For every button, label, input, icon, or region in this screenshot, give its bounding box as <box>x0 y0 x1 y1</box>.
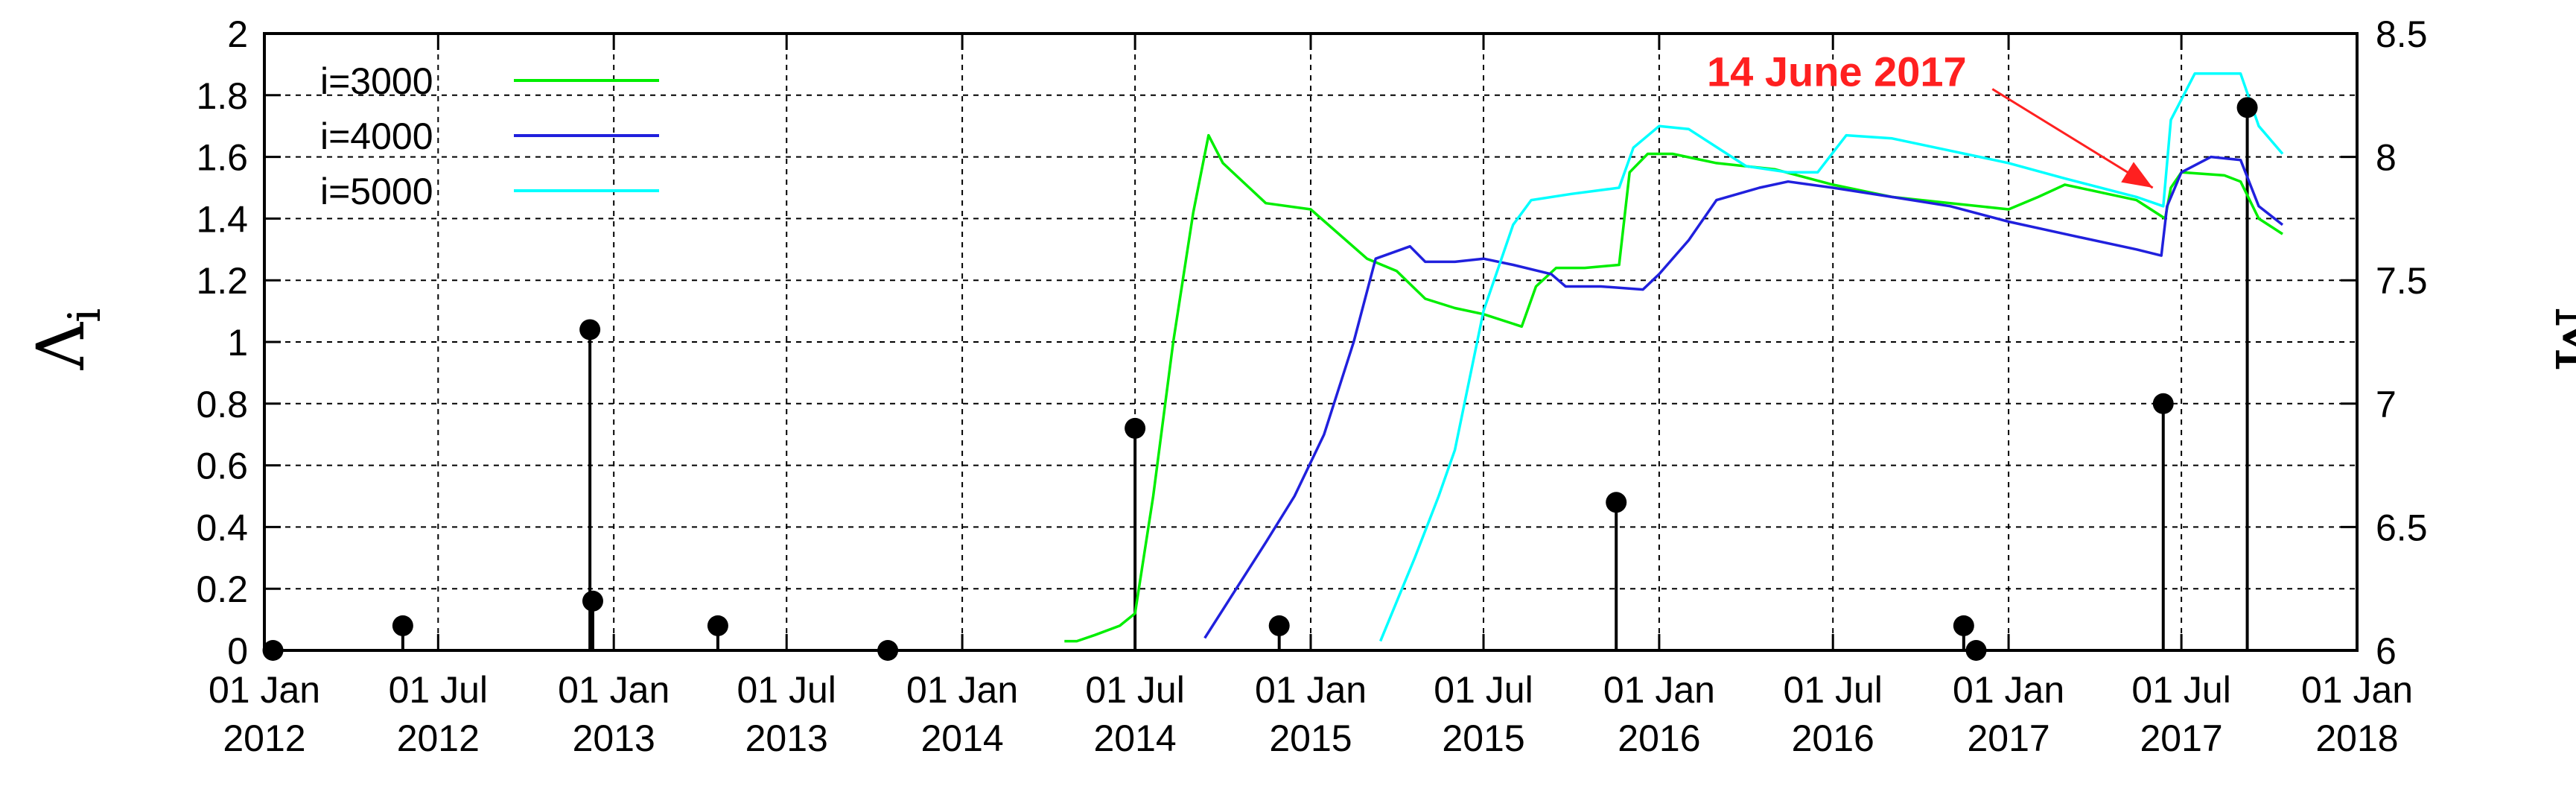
earthquake-marker <box>707 615 728 636</box>
x-tick-label-date: 01 Jul <box>1085 669 1184 711</box>
earthquake-marker <box>2152 393 2174 414</box>
legend-label: i=5000 <box>320 171 433 212</box>
earthquake-marker <box>392 615 413 636</box>
x-tick-label-year: 2016 <box>1792 717 1874 759</box>
x-tick-label-year: 2014 <box>1094 717 1177 759</box>
annotation-arrow-line <box>1991 88 2154 189</box>
x-tick-label-year: 2016 <box>1618 717 1700 759</box>
x-tick-label-date: 01 Jan <box>1255 669 1367 711</box>
x-tick-label-year: 2015 <box>1442 717 1524 759</box>
earthquake-marker <box>1953 615 1974 636</box>
series-lines <box>1064 72 2284 643</box>
series-line-i3000 <box>1064 133 2283 643</box>
earthquake-markers <box>262 97 2258 661</box>
left-tick-label: 2 <box>227 13 248 55</box>
left-tick-label: 0.8 <box>196 384 248 425</box>
left-tick-label: 1.4 <box>196 198 248 240</box>
x-tick-label-date: 01 Jul <box>737 669 836 711</box>
annotation: 14 June 2017 <box>1707 48 2154 189</box>
x-tick-label-year: 2018 <box>2315 717 2398 759</box>
earthquake-marker <box>1268 615 1290 636</box>
x-tick-label-year: 2014 <box>920 717 1003 759</box>
earthquake-marker <box>2236 97 2258 118</box>
x-tick-label-date: 01 Jan <box>2301 669 2413 711</box>
right-tick-label: 6.5 <box>2376 507 2428 548</box>
left-tick-labels: 0 0.2 0.4 0.6 0.8 1 1.2 1.4 1.6 1.8 2 <box>196 13 248 672</box>
legend-label: i=4000 <box>320 115 433 157</box>
left-tick-label: 0.2 <box>196 568 248 610</box>
x-tick-label-date: 01 Jan <box>1953 669 2064 711</box>
x-tick-label-date: 01 Jan <box>1603 669 1715 711</box>
grid <box>264 34 2357 650</box>
x-tick-label-year: 2017 <box>1967 717 2049 759</box>
left-axis-title: Λi <box>22 308 111 371</box>
left-tick-label: 1.2 <box>196 260 248 302</box>
earthquake-marker <box>1606 492 1627 513</box>
axis-ticks <box>263 32 2359 652</box>
annotation-arrow-head <box>2121 162 2153 188</box>
right-axis-title: M <box>2540 305 2576 373</box>
x-tick-label-date: 01 Jan <box>558 669 670 711</box>
legend: i=3000 i=4000 i=5000 <box>320 60 659 212</box>
left-tick-label: 0.4 <box>196 507 248 548</box>
left-tick-label: 0 <box>227 630 248 672</box>
x-tick-label-date: 01 Jan <box>906 669 1018 711</box>
legend-label: i=3000 <box>320 60 433 102</box>
earthquake-marker <box>1125 417 1146 439</box>
left-tick-label: 1 <box>227 322 248 364</box>
x-tick-label-date: 01 Jul <box>389 669 488 711</box>
right-tick-labels: 6 6.5 7 7.5 8 8.5 <box>2376 13 2428 672</box>
left-tick-label: 1.8 <box>196 75 248 117</box>
right-tick-label: 7.5 <box>2376 260 2428 302</box>
left-tick-label: 0.6 <box>196 446 248 487</box>
earthquake-marker <box>582 590 603 612</box>
right-tick-label: 7 <box>2376 384 2397 425</box>
x-tick-label-date: 01 Jan <box>209 669 320 711</box>
x-tick-label-year: 2015 <box>1269 717 1352 759</box>
left-tick-label: 1.6 <box>196 137 248 179</box>
x-tick-label-date: 01 Jul <box>2131 669 2230 711</box>
right-tick-label: 6 <box>2376 630 2397 672</box>
x-tick-label-date: 01 Jul <box>1783 669 1882 711</box>
x-tick-label-year: 2013 <box>745 717 828 759</box>
x-tick-label-year: 2017 <box>2140 717 2223 759</box>
x-tick-label-year: 2012 <box>397 717 480 759</box>
x-tick-label-year: 2013 <box>573 717 655 759</box>
x-tick-labels: 01 Jan 2012 01 Jul 2012 01 Jan 2013 01 Jul 2013… <box>209 669 2413 759</box>
series-line-i4000 <box>1203 155 2284 639</box>
earthquake-stems <box>401 107 2249 650</box>
x-tick-label-year: 2012 <box>223 717 305 759</box>
right-tick-label: 8 <box>2376 137 2397 179</box>
right-tick-label: 8.5 <box>2376 13 2428 55</box>
earthquake-marker <box>579 319 601 340</box>
x-tick-label-date: 01 Jul <box>1434 669 1533 711</box>
annotation-text: 14 June 2017 <box>1707 48 1967 95</box>
series-line-i5000 <box>1378 72 2284 642</box>
